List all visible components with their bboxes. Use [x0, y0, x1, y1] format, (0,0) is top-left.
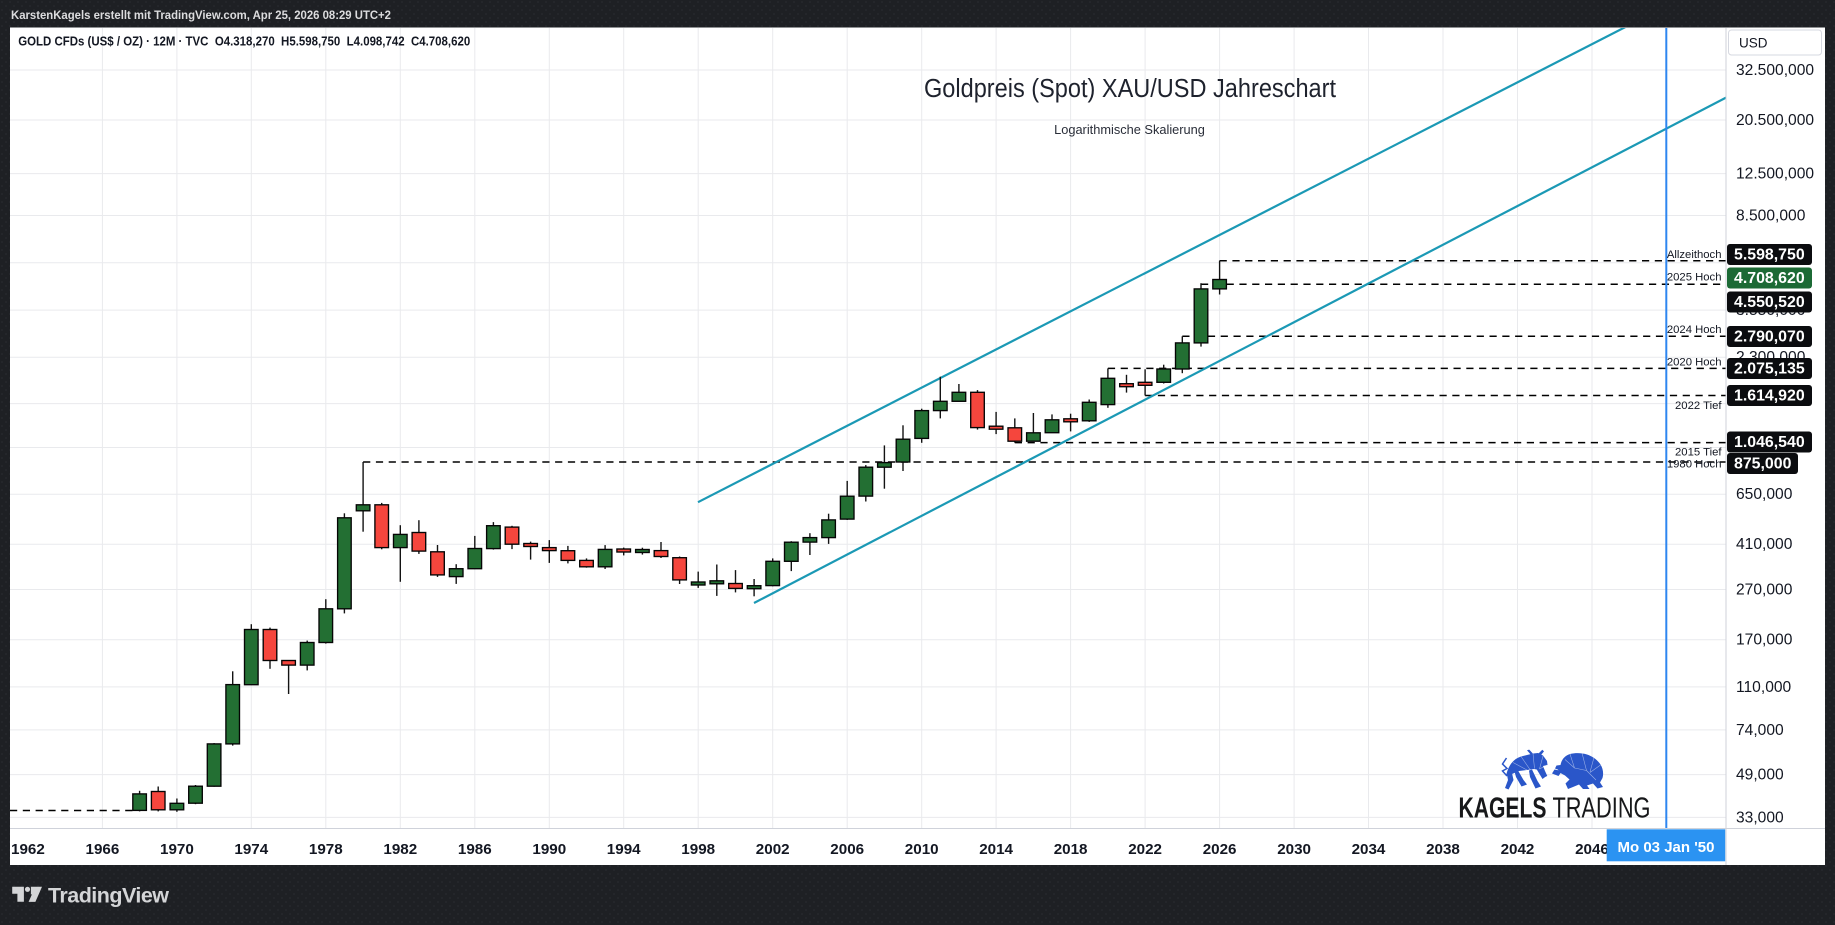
svg-text:2042: 2042 — [1501, 841, 1535, 858]
svg-text:Logarithmische Skalierung: Logarithmische Skalierung — [1054, 122, 1205, 137]
svg-text:33,000: 33,000 — [1736, 809, 1784, 826]
svg-text:5.598,750: 5.598,750 — [1734, 247, 1805, 264]
svg-text:2006: 2006 — [830, 841, 864, 858]
svg-text:1982: 1982 — [383, 841, 417, 858]
svg-text:GOLD CFDs (US$ / OZ) · 12M · T: GOLD CFDs (US$ / OZ) · 12M · TVC O4.318,… — [18, 35, 470, 49]
svg-text:2022: 2022 — [1128, 841, 1162, 858]
svg-text:20.500,000: 20.500,000 — [1736, 112, 1814, 129]
svg-text:2.075,135: 2.075,135 — [1734, 361, 1805, 378]
svg-text:USD: USD — [1739, 36, 1768, 51]
svg-text:2014: 2014 — [979, 841, 1013, 858]
svg-text:49,000: 49,000 — [1736, 767, 1784, 784]
svg-text:4.708,620: 4.708,620 — [1734, 270, 1805, 287]
svg-text:410,000: 410,000 — [1736, 536, 1793, 553]
svg-text:2024 Hoch: 2024 Hoch — [1667, 324, 1722, 336]
svg-text:2026: 2026 — [1203, 841, 1237, 858]
svg-text:1980 Hoch: 1980 Hoch — [1667, 458, 1722, 470]
svg-text:2.790,070: 2.790,070 — [1734, 329, 1805, 346]
svg-text:1998: 1998 — [681, 841, 715, 858]
svg-text:Goldpreis (Spot) XAU/USD Jahre: Goldpreis (Spot) XAU/USD Jahreschart — [924, 75, 1336, 103]
svg-text:4.550,520: 4.550,520 — [1734, 294, 1805, 311]
svg-text:2025 Hoch: 2025 Hoch — [1667, 271, 1722, 283]
svg-text:TradingView: TradingView — [48, 884, 169, 908]
svg-text:1974: 1974 — [234, 841, 268, 858]
svg-text:2015 Tief: 2015 Tief — [1675, 446, 1722, 458]
svg-text:KarstenKagels erstellt mit Tra: KarstenKagels erstellt mit TradingView.c… — [11, 8, 391, 22]
svg-text:1994: 1994 — [607, 841, 641, 858]
svg-text:2034: 2034 — [1352, 841, 1386, 858]
svg-text:2038: 2038 — [1426, 841, 1460, 858]
svg-text:TRADING: TRADING — [1553, 793, 1651, 825]
svg-text:270,000: 270,000 — [1736, 582, 1793, 599]
svg-text:2020 Hoch: 2020 Hoch — [1667, 356, 1722, 368]
svg-text:650,000: 650,000 — [1736, 486, 1793, 503]
svg-text:2002: 2002 — [756, 841, 790, 858]
svg-text:1.046,540: 1.046,540 — [1734, 434, 1805, 451]
svg-text:2030: 2030 — [1277, 841, 1311, 858]
svg-text:1966: 1966 — [86, 841, 120, 858]
svg-text:1970: 1970 — [160, 841, 194, 858]
svg-text:1.614,920: 1.614,920 — [1734, 388, 1805, 405]
svg-text:110,000: 110,000 — [1736, 679, 1792, 696]
svg-text:2022 Tief: 2022 Tief — [1675, 400, 1722, 412]
svg-text:74,000: 74,000 — [1736, 722, 1784, 739]
svg-text:170,000: 170,000 — [1736, 632, 1793, 649]
svg-text:Mo 03 Jan '50: Mo 03 Jan '50 — [1618, 839, 1715, 856]
svg-text:875,000: 875,000 — [1734, 456, 1792, 473]
svg-text:Allzeithoch: Allzeithoch — [1667, 249, 1722, 261]
svg-text:2046: 2046 — [1575, 841, 1609, 858]
svg-text:1978: 1978 — [309, 841, 343, 858]
svg-text:1986: 1986 — [458, 841, 492, 858]
svg-text:8.500,000: 8.500,000 — [1736, 208, 1806, 225]
svg-text:1990: 1990 — [532, 841, 566, 858]
svg-text:12.500,000: 12.500,000 — [1736, 166, 1814, 183]
svg-text:2018: 2018 — [1054, 841, 1088, 858]
svg-text:1962: 1962 — [11, 841, 45, 858]
svg-text:2010: 2010 — [905, 841, 939, 858]
svg-text:KAGELS: KAGELS — [1459, 793, 1547, 825]
svg-text:32.500,000: 32.500,000 — [1736, 62, 1814, 79]
